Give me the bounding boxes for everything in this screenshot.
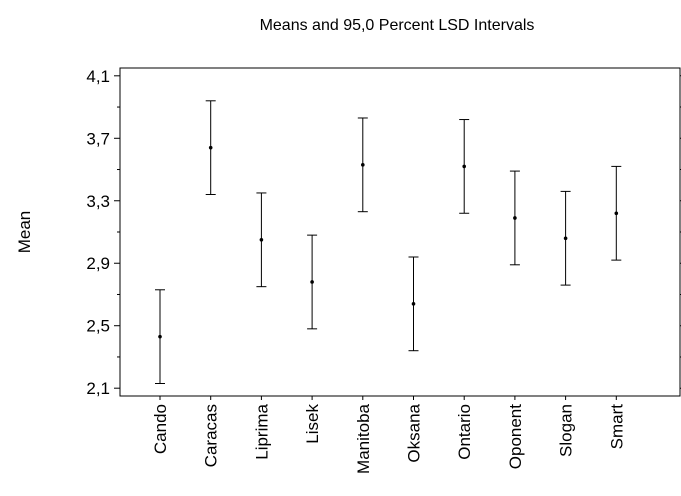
x-tick-label-caracas: Caracas [202,404,221,467]
chart-title: Means and 95,0 Percent LSD Intervals [260,17,535,34]
mean-point-oponent [513,216,517,220]
mean-point-oksana [411,302,416,306]
y-tick-label: 3,3 [86,192,110,211]
plot-frame [119,67,681,397]
mean-point-ontario [462,164,467,169]
mean-point-caracas [208,145,213,150]
x-tick-label-liprima: Liprima [252,403,271,459]
x-tick-label-slogan: Slogan [557,404,576,457]
mean-point-slogan [563,236,568,241]
y-axis-label: Mean [15,211,34,254]
interval-marks [155,100,622,385]
mean-point-manitoba [361,163,365,167]
x-tick-label-oksana: Oksana [405,403,424,462]
x-tick-label-cando: Cando [151,404,170,454]
x-axis-ticks: Cando Caracas Liprima Lisek Manitoba Oksana On… [151,396,626,474]
y-tick-label: 2,9 [86,254,110,273]
y-tick-label: 4,1 [86,67,110,86]
x-tick-label-manitoba: Manitoba [354,403,373,473]
x-tick-label-ontario: Ontario [455,404,474,460]
y-tick-label: 2,5 [86,317,110,336]
mean-point-liprima [259,238,264,242]
mean-point-smart [614,211,619,216]
x-tick-label-smart: Smart [607,404,626,450]
x-tick-label-lisek: Lisek [303,404,322,444]
x-tick-label-oponent: Oponent [506,404,525,469]
mean-point-lisek [310,280,314,284]
y-tick-label: 2,1 [86,379,110,398]
mean-point-cando [158,334,162,339]
y-axis-ticks: 2,1 2,5 2,9 3,3 3,7 4,1 [86,67,681,398]
y-tick-label: 3,7 [86,129,110,148]
